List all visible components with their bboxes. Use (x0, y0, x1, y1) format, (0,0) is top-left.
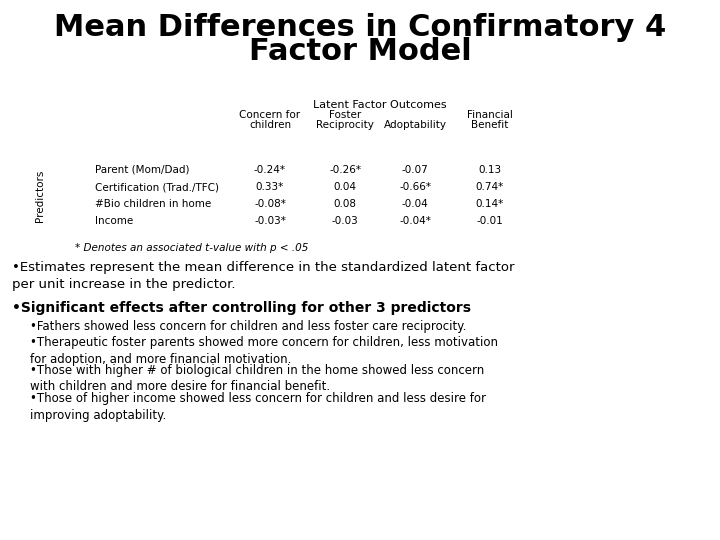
Text: Latent Factor Outcomes: Latent Factor Outcomes (313, 100, 447, 110)
Text: -0.01: -0.01 (477, 216, 503, 226)
Text: 0.08: 0.08 (333, 199, 356, 209)
Text: -0.03: -0.03 (332, 216, 359, 226)
Text: Adoptability: Adoptability (384, 120, 446, 130)
Text: -0.08*: -0.08* (254, 199, 286, 209)
Text: #Bio children in home: #Bio children in home (95, 199, 211, 209)
Text: children: children (249, 120, 291, 130)
Text: Income: Income (95, 216, 133, 226)
Text: •Estimates represent the mean difference in the standardized latent factor
per u: •Estimates represent the mean difference… (12, 261, 515, 291)
Text: -0.07: -0.07 (402, 165, 428, 175)
Text: •Those with higher # of biological children in the home showed less concern
with: •Those with higher # of biological child… (30, 364, 485, 394)
Text: 0.14*: 0.14* (476, 199, 504, 209)
Text: •Fathers showed less concern for children and less foster care reciprocity.: •Fathers showed less concern for childre… (30, 320, 467, 333)
Text: Concern for: Concern for (240, 110, 300, 120)
Text: -0.26*: -0.26* (329, 165, 361, 175)
Text: Reciprocity: Reciprocity (316, 120, 374, 130)
Text: Foster: Foster (329, 110, 361, 120)
Text: -0.66*: -0.66* (399, 182, 431, 192)
Text: -0.24*: -0.24* (254, 165, 286, 175)
Text: •Those of higher income showed less concern for children and less desire for
imp: •Those of higher income showed less conc… (30, 392, 486, 422)
Text: Certification (Trad./TFC): Certification (Trad./TFC) (95, 182, 219, 192)
Text: 0.33*: 0.33* (256, 182, 284, 192)
Text: 0.04: 0.04 (333, 182, 356, 192)
Text: Mean Differences in Confirmatory 4: Mean Differences in Confirmatory 4 (54, 13, 666, 42)
Text: Benefit: Benefit (472, 120, 509, 130)
Text: 0.74*: 0.74* (476, 182, 504, 192)
Text: •Therapeutic foster parents showed more concern for children, less motivation
fo: •Therapeutic foster parents showed more … (30, 336, 498, 366)
Text: -0.04*: -0.04* (399, 216, 431, 226)
Text: Predictors: Predictors (35, 170, 45, 222)
Text: Parent (Mom/Dad): Parent (Mom/Dad) (95, 165, 189, 175)
Text: -0.04: -0.04 (402, 199, 428, 209)
Text: Financial: Financial (467, 110, 513, 120)
Text: Factor Model: Factor Model (248, 37, 472, 66)
Text: -0.03*: -0.03* (254, 216, 286, 226)
Text: •Significant effects after controlling for other 3 predictors: •Significant effects after controlling f… (12, 301, 471, 315)
Text: 0.13: 0.13 (478, 165, 502, 175)
Text: * Denotes an associated t-value with p < .05: * Denotes an associated t-value with p <… (75, 243, 308, 253)
